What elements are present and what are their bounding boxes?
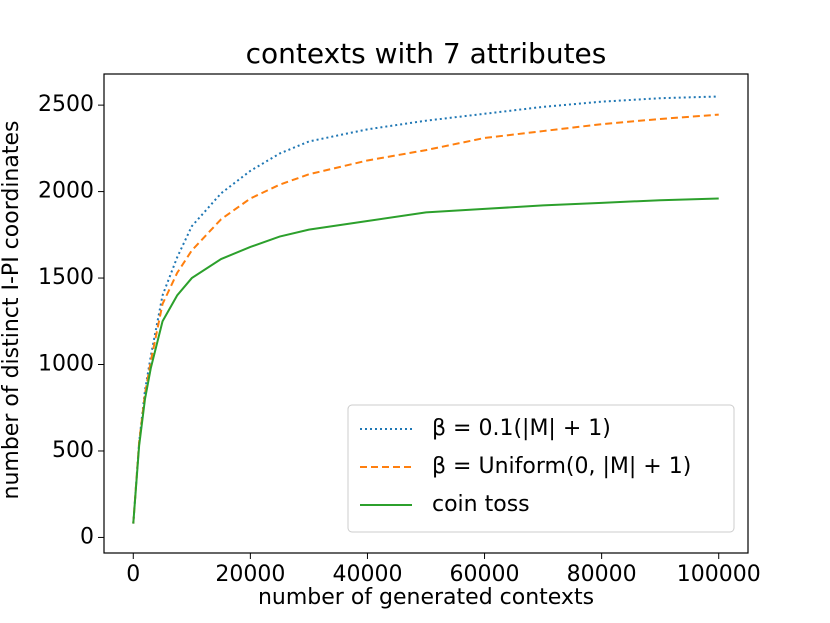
y-tick-label: 500 bbox=[52, 438, 94, 463]
x-tick-label: 20000 bbox=[215, 562, 285, 587]
y-tick-label: 1500 bbox=[38, 265, 94, 290]
x-tick-label: 40000 bbox=[332, 562, 402, 587]
legend-box bbox=[347, 404, 735, 533]
chart-title: contexts with 7 attributes bbox=[246, 37, 607, 70]
y-tick-label: 0 bbox=[80, 524, 94, 549]
legend-label: β = Uniform(0, |M| + 1) bbox=[432, 454, 691, 479]
legend-label: coin toss bbox=[432, 492, 530, 517]
line-series bbox=[132, 197, 719, 524]
axes-frame bbox=[103, 73, 749, 554]
x-tick-label: 100000 bbox=[677, 562, 761, 587]
y-tick-label: 2000 bbox=[38, 179, 94, 204]
y-axis-label: number of distinct I-PI coordinates bbox=[0, 121, 24, 500]
legend-label: β = 0.1(|M| + 1) bbox=[432, 416, 611, 441]
y-tick-label: 1000 bbox=[38, 352, 94, 377]
x-axis-label: number of generated contexts bbox=[258, 585, 594, 610]
x-tick-label: 0 bbox=[126, 562, 140, 587]
line-series bbox=[132, 113, 719, 524]
y-tick-label: 2500 bbox=[38, 92, 94, 117]
x-tick-label: 60000 bbox=[450, 562, 520, 587]
x-tick-label: 80000 bbox=[567, 562, 637, 587]
